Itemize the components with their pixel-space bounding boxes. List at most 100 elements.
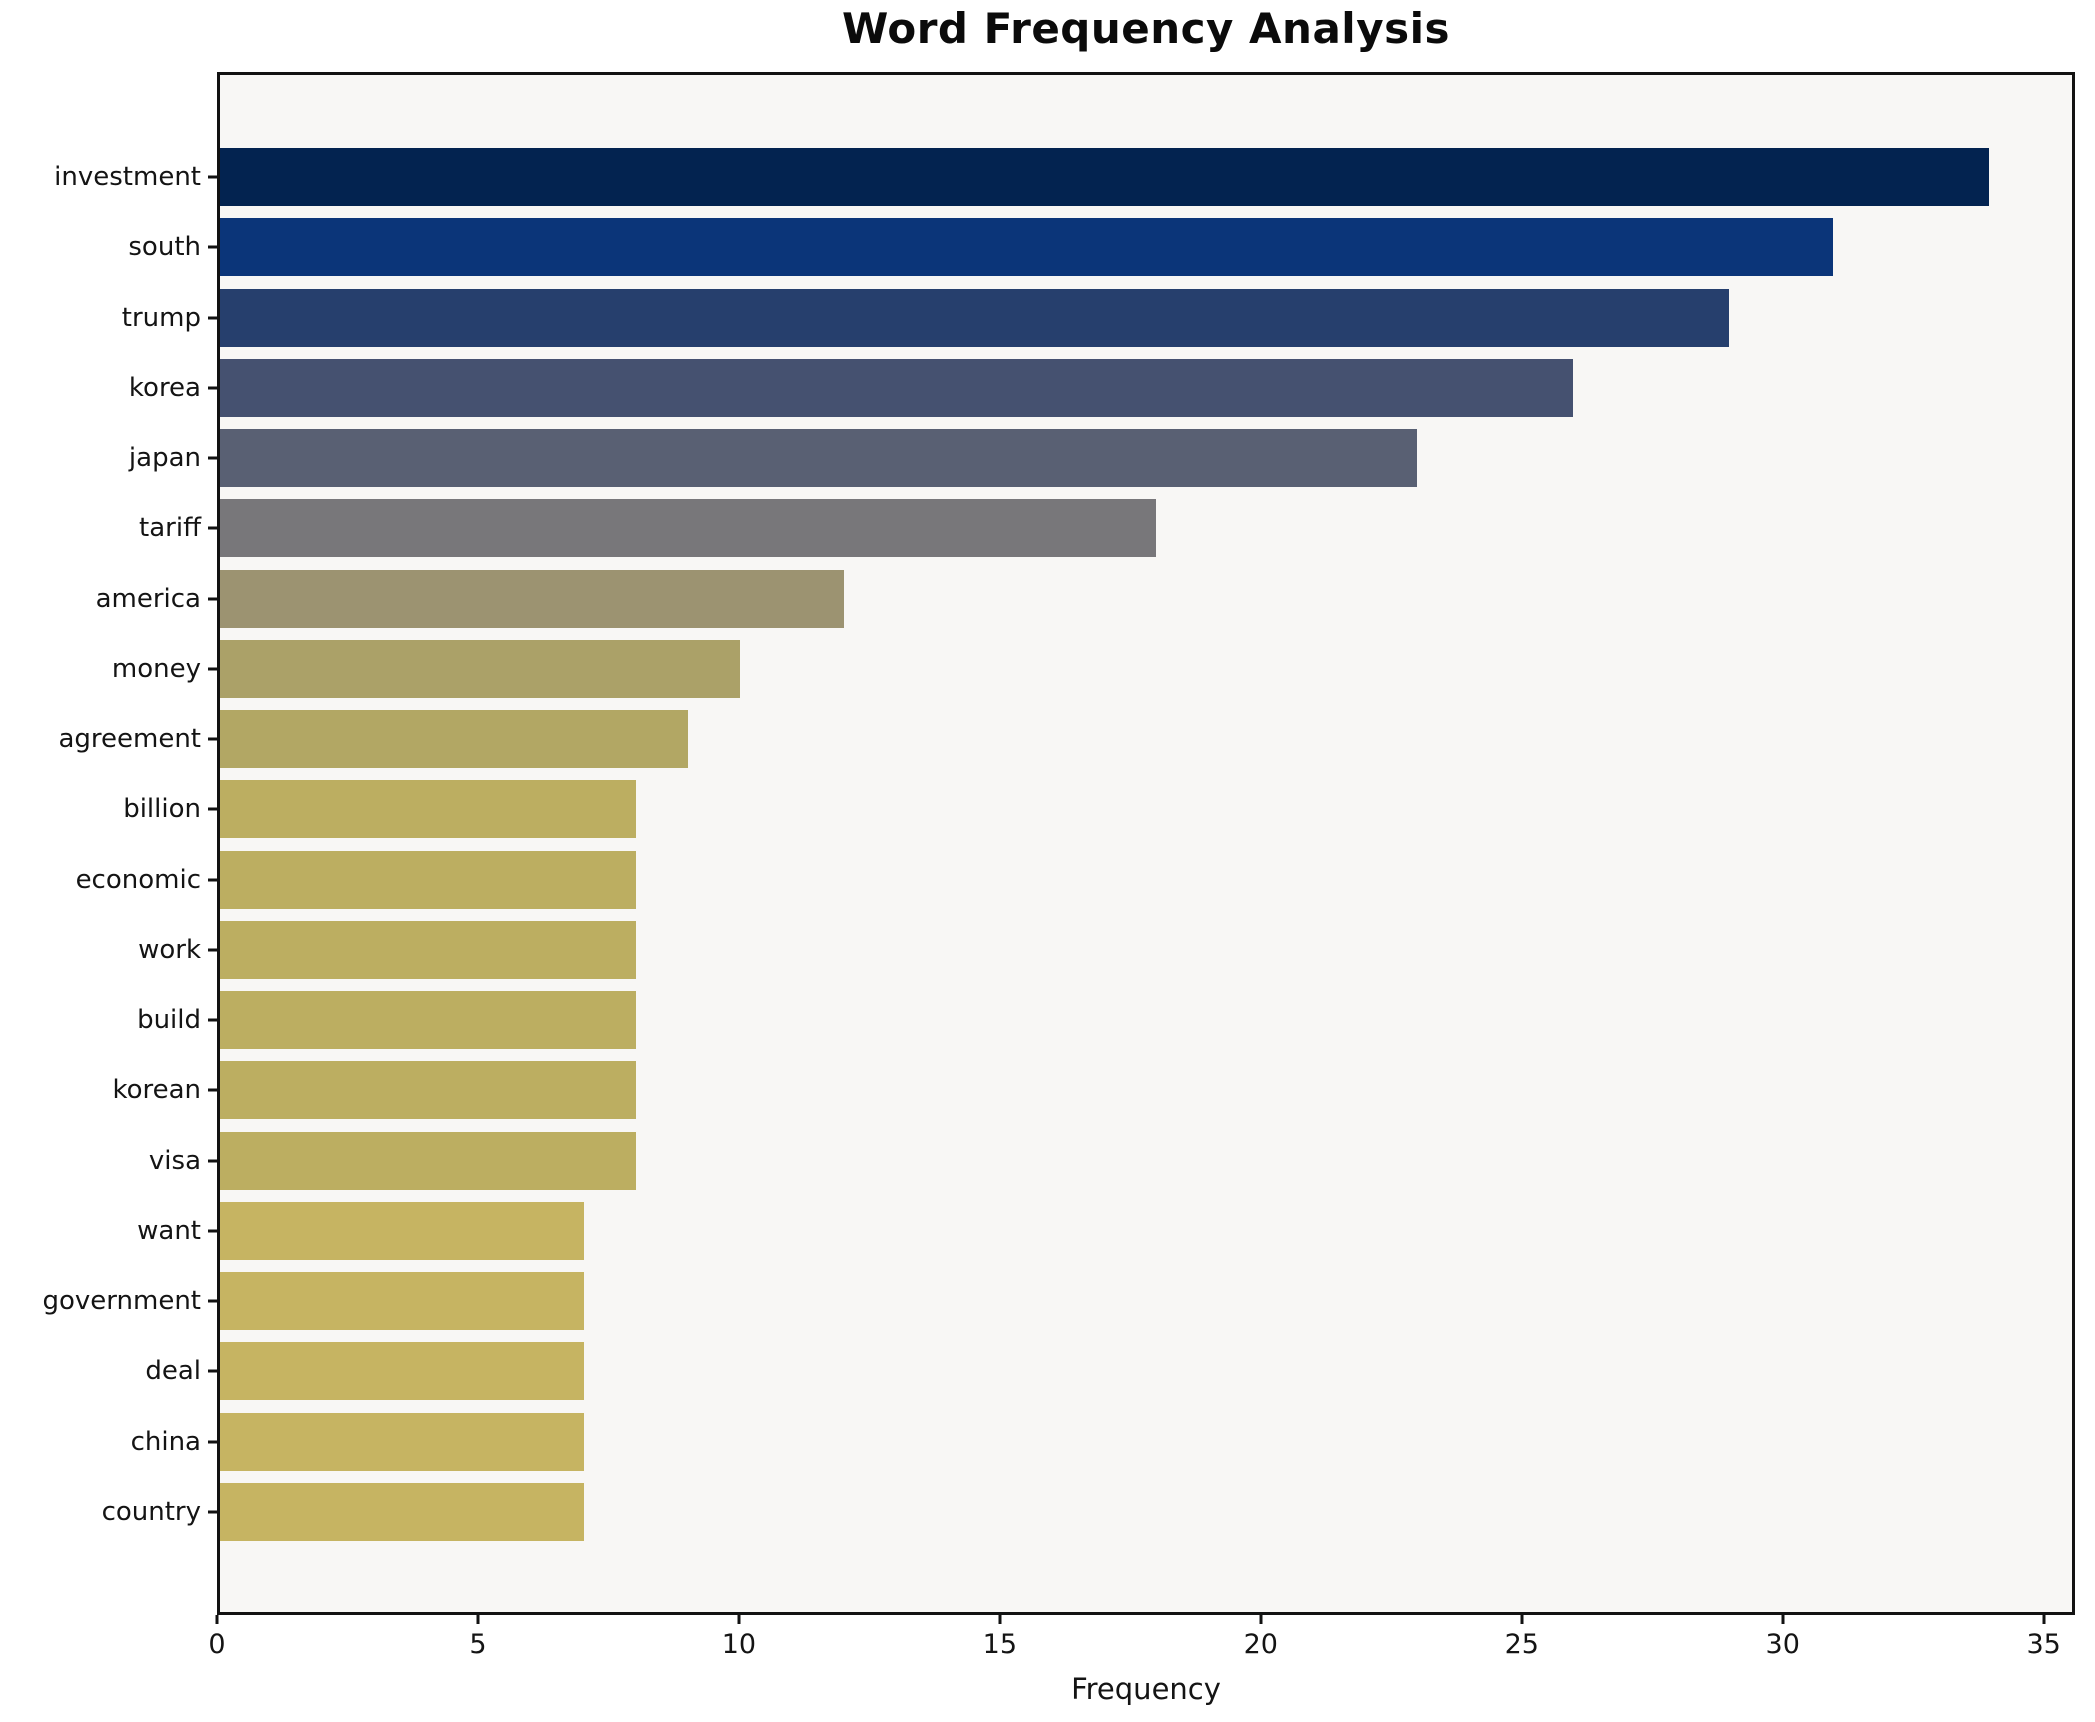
y-tick-mark: [208, 878, 217, 882]
bar-row: work: [138, 915, 2072, 985]
y-tick-mark: [208, 526, 217, 530]
x-tick-mark: [1520, 1615, 1524, 1624]
bar-korean: [220, 1061, 637, 1120]
y-axis-label: america: [95, 583, 201, 614]
bar-row: agreement: [58, 704, 2072, 774]
y-axis-label: money: [111, 653, 201, 684]
y-tick-mark: [208, 1229, 217, 1233]
bar-row: korea: [129, 353, 2072, 423]
bar-economic: [220, 850, 637, 909]
y-axis-label: investment: [54, 162, 201, 193]
y-axis-label: country: [101, 1496, 201, 1527]
x-tick-label: 5: [469, 1629, 487, 1660]
x-tick-mark: [1259, 1615, 1263, 1624]
plot-area: investment south trump korea japan tariff amer…: [42, 72, 2075, 1615]
bar-row: money: [112, 634, 2072, 704]
y-axis-label: agreement: [58, 724, 201, 755]
y-tick-mark: [208, 1440, 217, 1444]
bar-deal: [220, 1342, 585, 1401]
bar-build: [220, 991, 637, 1050]
bar-row: tariff: [139, 493, 2072, 563]
x-tick-mark: [476, 1615, 480, 1624]
x-tick-mark: [1781, 1615, 1785, 1624]
bar-billion: [220, 780, 637, 839]
x-axis-title: Frequency: [1071, 1672, 1221, 1706]
y-axis-label: deal: [145, 1356, 201, 1387]
x-tick-mark: [215, 1615, 219, 1624]
y-tick-mark: [208, 316, 217, 320]
bar-japan: [220, 429, 1417, 488]
y-tick-mark: [208, 456, 217, 460]
chart-title: Word Frequency Analysis: [842, 4, 1450, 53]
bar-government: [220, 1272, 585, 1331]
x-tick-mark: [2042, 1615, 2046, 1624]
bar-row: deal: [145, 1336, 2072, 1406]
bar-tariff: [220, 499, 1157, 558]
y-tick-mark: [208, 1018, 217, 1022]
y-tick-mark: [208, 948, 217, 952]
bar-country: [220, 1482, 585, 1541]
x-tick-label: 20: [1243, 1629, 1278, 1660]
y-axis-label: korean: [112, 1075, 201, 1106]
y-tick-mark: [208, 1088, 217, 1092]
bar-agreement: [220, 710, 689, 769]
x-tick-label: 10: [721, 1629, 757, 1660]
y-axis-label: billion: [123, 794, 201, 825]
y-tick-mark: [208, 1159, 217, 1163]
y-axis-label: visa: [148, 1145, 201, 1176]
bar-row: china: [131, 1407, 2072, 1477]
y-axis-label: china: [130, 1426, 201, 1457]
y-axis-label: japan: [128, 443, 201, 474]
y-axis-label: work: [138, 934, 201, 965]
y-axis-label: build: [137, 1005, 201, 1036]
y-tick-mark: [208, 1299, 217, 1303]
x-tick-label: 35: [2026, 1629, 2061, 1660]
bar-visa: [220, 1131, 637, 1190]
x-tick-label: 0: [208, 1629, 226, 1660]
bar-row: investment: [54, 142, 2072, 212]
y-tick-mark: [208, 807, 217, 811]
bar-row: america: [96, 564, 2072, 634]
bar-want: [220, 1201, 585, 1260]
bar-america: [220, 569, 845, 628]
x-tick-mark: [998, 1615, 1002, 1624]
x-tick-mark: [737, 1615, 741, 1624]
y-axis-label: economic: [75, 864, 201, 895]
bar-row: government: [42, 1266, 2072, 1336]
y-tick-mark: [208, 386, 217, 390]
y-axis-label: korea: [128, 372, 201, 403]
bar-row: country: [102, 1477, 2072, 1547]
y-tick-mark: [208, 597, 217, 601]
bar-row: want: [137, 1196, 2072, 1266]
bar-work: [220, 920, 637, 979]
y-tick-mark: [208, 667, 217, 671]
bar-money: [220, 639, 741, 698]
bar-china: [220, 1412, 585, 1471]
y-axis-label: south: [128, 232, 201, 263]
bar-trump: [220, 288, 1729, 347]
bar-investment: [220, 148, 1989, 207]
y-axis-label: trump: [121, 302, 201, 333]
y-axis-label: government: [42, 1286, 201, 1317]
y-tick-mark: [208, 1369, 217, 1373]
y-axis-label: tariff: [139, 513, 201, 544]
y-axis-label: want: [137, 1215, 201, 1246]
x-tick-label: 15: [982, 1629, 1018, 1660]
bar-row: build: [137, 985, 2072, 1055]
bar-row: billion: [123, 774, 2072, 844]
y-tick-mark: [208, 245, 217, 249]
y-tick-mark: [208, 175, 217, 179]
y-tick-mark: [208, 737, 217, 741]
bar-row: south: [128, 212, 2072, 282]
bar-row: japan: [129, 423, 2072, 493]
bar-korea: [220, 358, 1573, 417]
bar-south: [220, 218, 1833, 277]
y-tick-mark: [208, 1510, 217, 1514]
bars-region: investment south trump korea japan tariff amer…: [42, 142, 2072, 1547]
x-tick-label: 25: [1504, 1629, 1539, 1660]
bar-row: trump: [122, 283, 2072, 353]
x-tick-label: 30: [1765, 1629, 1800, 1660]
bar-row: korean: [112, 1055, 2072, 1125]
bar-row: economic: [76, 845, 2072, 915]
